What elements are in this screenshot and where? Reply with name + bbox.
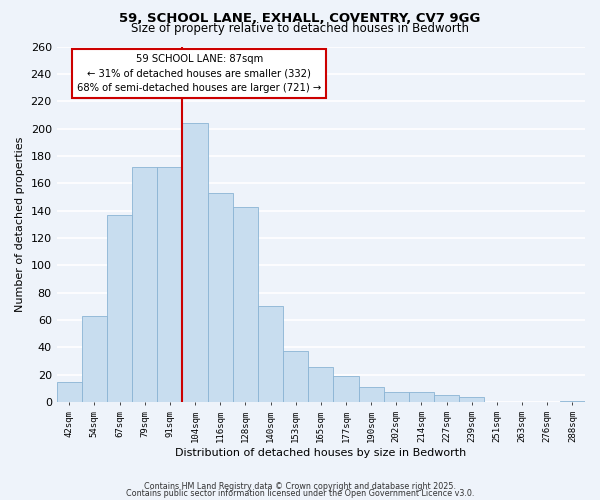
Text: 59 SCHOOL LANE: 87sqm
← 31% of detached houses are smaller (332)
68% of semi-det: 59 SCHOOL LANE: 87sqm ← 31% of detached … <box>77 54 322 93</box>
Bar <box>434 395 459 402</box>
Y-axis label: Number of detached properties: Number of detached properties <box>15 136 25 312</box>
Bar <box>157 167 182 402</box>
Bar <box>82 316 107 402</box>
Text: Contains HM Land Registry data © Crown copyright and database right 2025.: Contains HM Land Registry data © Crown c… <box>144 482 456 491</box>
Text: 59, SCHOOL LANE, EXHALL, COVENTRY, CV7 9GG: 59, SCHOOL LANE, EXHALL, COVENTRY, CV7 9… <box>119 12 481 26</box>
Bar <box>208 193 233 402</box>
Text: Contains public sector information licensed under the Open Government Licence v3: Contains public sector information licen… <box>126 489 474 498</box>
Bar <box>409 392 434 402</box>
Bar <box>334 376 359 402</box>
Bar <box>384 392 409 402</box>
Bar <box>233 206 258 402</box>
Text: Size of property relative to detached houses in Bedworth: Size of property relative to detached ho… <box>131 22 469 35</box>
Bar <box>560 400 585 402</box>
Bar <box>359 387 384 402</box>
Bar <box>132 167 157 402</box>
Bar <box>107 214 132 402</box>
Bar <box>283 352 308 402</box>
Bar <box>56 382 82 402</box>
Bar <box>258 306 283 402</box>
X-axis label: Distribution of detached houses by size in Bedworth: Distribution of detached houses by size … <box>175 448 466 458</box>
Bar <box>182 123 208 402</box>
Bar <box>459 396 484 402</box>
Bar <box>308 366 334 402</box>
